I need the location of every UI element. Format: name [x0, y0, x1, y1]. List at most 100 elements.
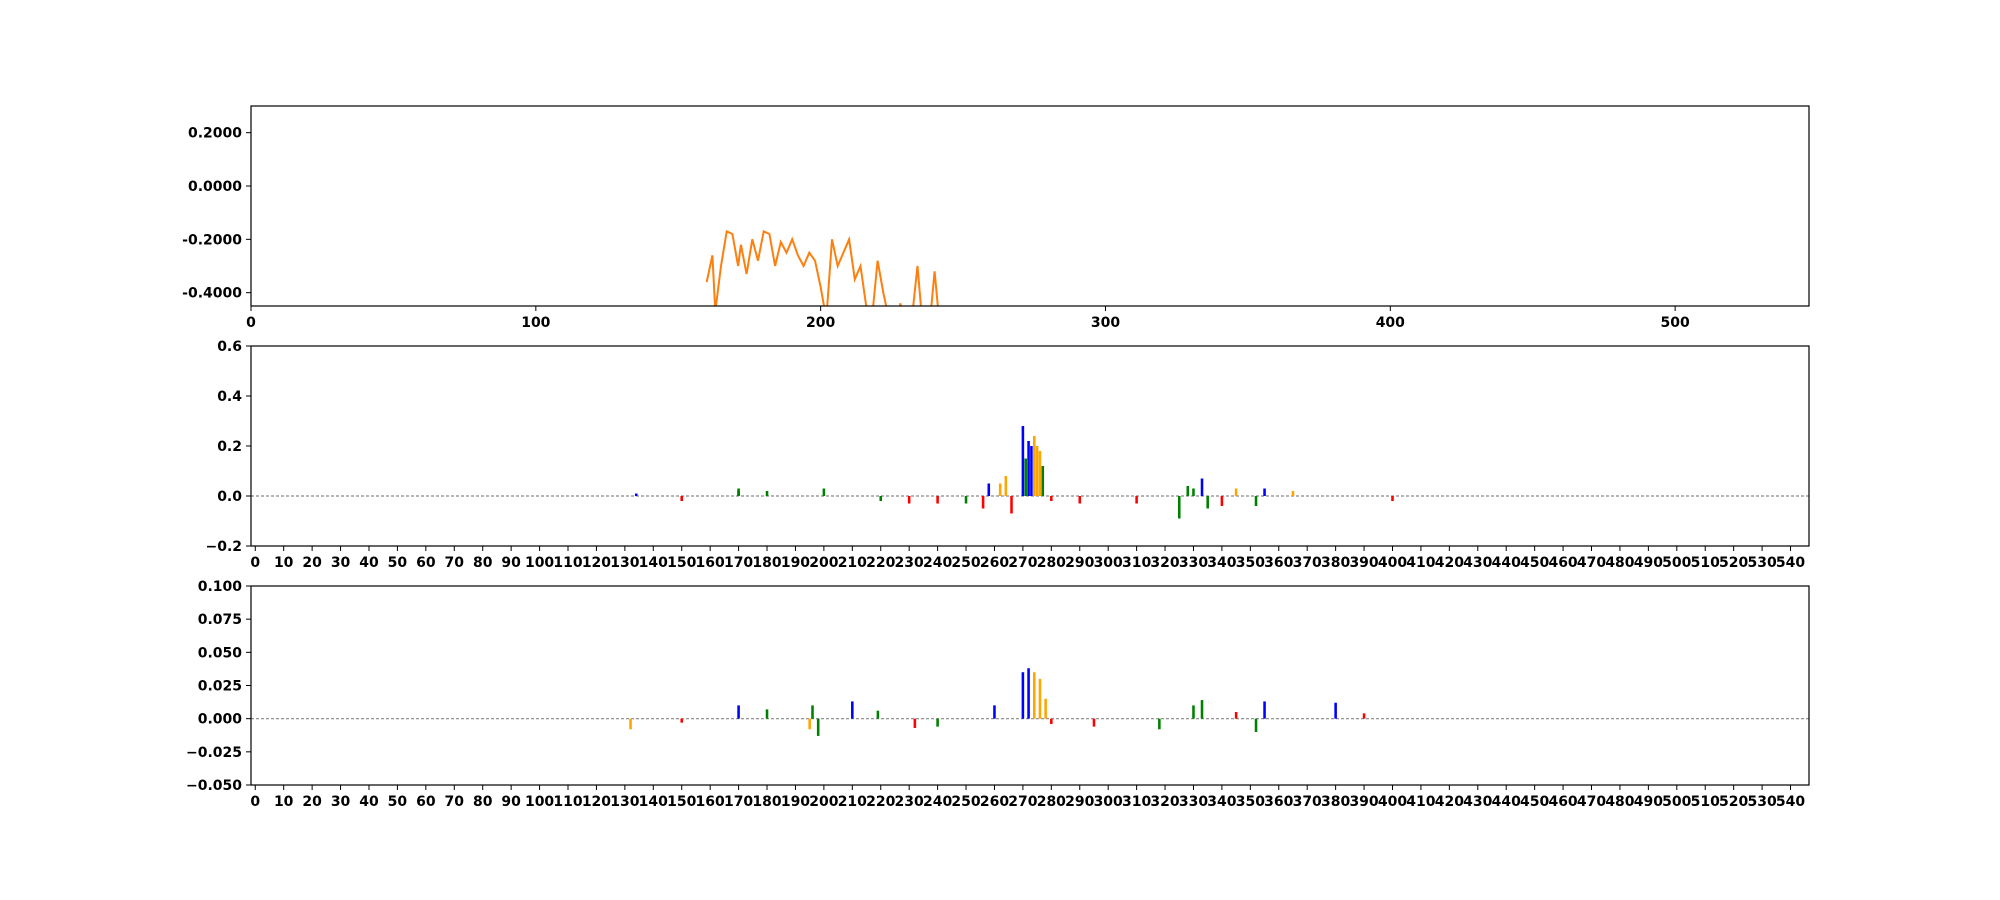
logo-letter	[1234, 712, 1238, 719]
x-tick-label: 360	[1264, 555, 1293, 571]
x-tick-label: 250	[951, 555, 980, 571]
x-tick-label: 10	[274, 794, 294, 810]
x-tick-label: 400	[1378, 555, 1407, 571]
x-tick-label: 460	[1548, 555, 1577, 571]
logo-letter	[1334, 702, 1337, 719]
logo-letter	[1254, 496, 1258, 506]
x-tick-label: 110	[553, 794, 582, 810]
x-tick-label: 470	[1577, 555, 1606, 571]
logo-letter	[680, 496, 684, 501]
logo-letter	[765, 709, 769, 719]
x-tick-label: 190	[781, 794, 810, 810]
logo-letter	[1234, 488, 1238, 496]
plot-area	[705, 229, 939, 306]
x-tick-label: 360	[1264, 794, 1293, 810]
x-tick-label: 70	[445, 555, 465, 571]
y-tick-label: 0.000	[198, 712, 243, 728]
x-tick-label: 130	[610, 555, 639, 571]
x-tick-label: 140	[639, 794, 668, 810]
y-tick-label: 0.025	[198, 679, 242, 695]
x-tick-label: 50	[388, 555, 408, 571]
x-tick-label: 420	[1435, 555, 1464, 571]
x-tick-label: 170	[724, 794, 753, 810]
logo-letter	[1038, 678, 1042, 719]
x-tick-label: 280	[1037, 794, 1066, 810]
x-tick-label: 370	[1293, 555, 1322, 571]
x-tick-label: 100	[521, 315, 550, 331]
logo-letter	[964, 496, 968, 504]
x-tick-label: 110	[553, 555, 582, 571]
logo-letter	[1041, 466, 1045, 496]
logo-letter	[907, 496, 911, 504]
x-tick-label: 150	[667, 555, 696, 571]
axes-frame	[250, 345, 1810, 547]
logo-letter	[1158, 718, 1161, 730]
x-tick-label: 370	[1293, 794, 1322, 810]
logo-letter	[1220, 496, 1224, 506]
x-tick-label: 40	[359, 794, 379, 810]
axes-frame	[250, 585, 1810, 786]
x-tick-label: 230	[895, 794, 924, 810]
x-tick-label: 520	[1719, 555, 1748, 571]
logo-letter	[876, 710, 880, 719]
logo-letter	[822, 488, 826, 496]
x-tick-label: 380	[1321, 555, 1350, 571]
x-tick-label: 200	[809, 794, 838, 810]
y-tick-label: -0.2000	[182, 232, 242, 248]
x-tick-label: 400	[1378, 794, 1407, 810]
logo-letter	[987, 483, 991, 496]
x-tick-label: 220	[866, 555, 895, 571]
y-tick-label: 0.6	[217, 339, 242, 355]
logo-letter	[808, 718, 811, 730]
x-tick-label: 250	[951, 794, 980, 810]
logo-letter	[913, 718, 917, 728]
logo-letter	[1032, 436, 1036, 496]
y-tick-label: −0.050	[186, 778, 242, 794]
x-tick-label: 260	[980, 555, 1009, 571]
x-tick-label: 340	[1207, 794, 1236, 810]
plot-area	[251, 668, 1809, 736]
x-tick-label: 180	[752, 555, 781, 571]
x-tick-label: 290	[1065, 555, 1094, 571]
x-tick-label: 120	[582, 794, 611, 810]
x-tick-label: 530	[1747, 555, 1776, 571]
x-tick-label: 410	[1406, 555, 1435, 571]
x-tick-label: 90	[501, 794, 521, 810]
x-tick-label: 440	[1492, 555, 1521, 571]
x-tick-label: 500	[1661, 315, 1690, 331]
y-tick-label: 0.2	[217, 439, 242, 455]
x-tick-label: 310	[1122, 794, 1151, 810]
x-tick-label: 350	[1236, 794, 1265, 810]
logo-letter	[737, 488, 740, 496]
logo-letter	[1024, 458, 1028, 496]
x-tick-label: 380	[1321, 794, 1350, 810]
y-tick-label: 0.0	[217, 489, 242, 505]
x-tick-label: 490	[1634, 794, 1663, 810]
logo-letter	[1263, 701, 1266, 719]
x-tick-label: 300	[1091, 315, 1120, 331]
y-tick-label: 0.2000	[188, 126, 242, 142]
x-tick-label: 80	[473, 555, 493, 571]
x-tick-label: 200	[806, 315, 835, 331]
x-tick-label: 280	[1037, 555, 1066, 571]
x-tick-label: 520	[1719, 794, 1748, 810]
x-tick-label: 180	[752, 794, 781, 810]
x-tick-label: 540	[1776, 794, 1805, 810]
y-tick-label: -0.4000	[182, 286, 242, 302]
x-tick-label: 300	[1094, 794, 1123, 810]
logo-letter	[998, 483, 1002, 496]
x-tick-label: 100	[525, 555, 554, 571]
logo-letter	[737, 705, 740, 719]
logo-letter	[1291, 491, 1295, 496]
x-tick-label: 70	[445, 794, 465, 810]
logo-letter	[1192, 705, 1195, 719]
logo-letter	[993, 705, 996, 719]
x-tick-label: 450	[1520, 794, 1549, 810]
logo-letter	[1010, 496, 1013, 514]
x-tick-label: 0	[250, 794, 260, 810]
x-tick-label: 390	[1349, 794, 1378, 810]
x-tick-label: 430	[1463, 555, 1492, 571]
logo-letter	[1391, 496, 1394, 501]
x-tick-label: 530	[1747, 794, 1776, 810]
x-tick-label: 160	[696, 555, 725, 571]
